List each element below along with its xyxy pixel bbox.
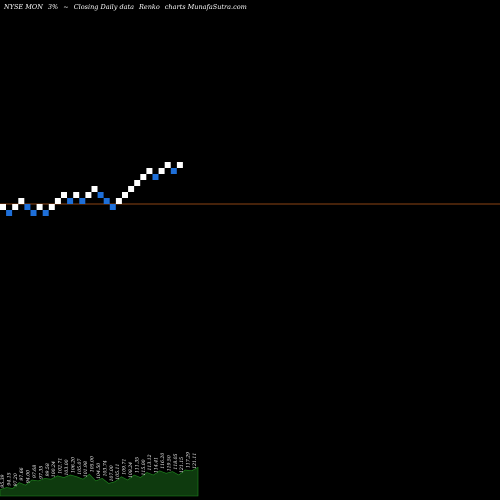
renko-brick-up (158, 168, 165, 174)
chart-header: NYSE MON 3% ~ Closing Daily data Renko charts… (4, 3, 252, 11)
renko-brick-up (140, 174, 147, 180)
renko-brick-down (152, 174, 159, 180)
renko-brick-up (134, 180, 141, 186)
renko-brick-up (128, 186, 135, 192)
volume-label: 97.68 (32, 465, 38, 478)
volume-label: 103.00 (64, 459, 70, 475)
volume-label: 94.00 (26, 470, 32, 483)
volume-label: 108.24 (128, 462, 134, 478)
renko-brick-down (170, 168, 177, 174)
volume-label: 100.24 (51, 461, 57, 477)
renko-brick-up (176, 162, 183, 168)
chart-change: 3% (47, 3, 59, 11)
volume-label: 97.66 (19, 467, 25, 480)
renko-brick-up (18, 198, 25, 204)
renko-brick-down (6, 210, 13, 216)
renko-brick-down (103, 198, 110, 204)
volume-label: 97.20 (13, 473, 19, 486)
volume-label: 116.20 (160, 453, 166, 469)
volume-area (0, 466, 199, 497)
volume-label: 95.39 (0, 474, 6, 487)
renko-brick-down (109, 204, 116, 210)
renko-brick-up (146, 168, 153, 174)
volume-label: 106.20 (70, 457, 76, 473)
renko-brick-down (97, 192, 104, 198)
renko-brick-down (79, 198, 86, 204)
chart-description: Closing Daily data (73, 3, 134, 11)
volume-label: 101.98 (83, 461, 89, 477)
renko-brick-down (30, 210, 37, 216)
volume-label: 105.11 (115, 464, 121, 480)
renko-brick-up (48, 204, 55, 210)
volume-label: 117.29 (186, 452, 192, 468)
renko-brick-up (115, 198, 122, 204)
volume-label: 97.35 (38, 466, 44, 479)
renko-brick-up (91, 186, 98, 192)
renko-brick-up (73, 192, 80, 198)
chart-symbol: NYSE MON (4, 3, 43, 11)
volume-label: 103.74 (102, 460, 108, 476)
volume-label: 109.71 (122, 459, 128, 475)
volume-label: 121.11 (192, 453, 198, 469)
volume-label: 105.07 (77, 459, 83, 475)
renko-brick-down (24, 204, 31, 210)
renko-brick-up (85, 192, 92, 198)
chart-site: charts MunafaSutra.com (164, 3, 247, 11)
volume-label: 114.41 (154, 457, 160, 473)
renko-brick-up (61, 192, 67, 198)
renko-brick-down (42, 210, 49, 216)
renko-brick-up (12, 204, 19, 210)
volume-label: 113.12 (147, 454, 153, 470)
renko-brick-up (36, 204, 43, 210)
volume-label: 121.15 (179, 457, 185, 473)
volume-label: 104.50 (96, 463, 102, 479)
volume-label: 118.05 (173, 453, 179, 469)
renko-brick-up (0, 204, 6, 210)
volume-label: 111.35 (134, 457, 140, 473)
renko-brick-up (54, 198, 61, 204)
renko-brick-up (122, 192, 128, 198)
volume-label: 94.15 (6, 472, 12, 485)
renko-brick-up (164, 162, 171, 168)
volume-label: 102.71 (58, 458, 64, 474)
chart-kind: Renko (139, 3, 160, 11)
volume-label: 105.00 (90, 456, 96, 472)
volume-label: 99.58 (45, 463, 51, 476)
renko-brick-down (67, 198, 74, 204)
chart-arrow: ~ (63, 3, 69, 11)
volume-label: 115.00 (141, 459, 147, 475)
volume-label: 119.50 (166, 455, 172, 471)
volume-label: 107.00 (109, 465, 115, 481)
